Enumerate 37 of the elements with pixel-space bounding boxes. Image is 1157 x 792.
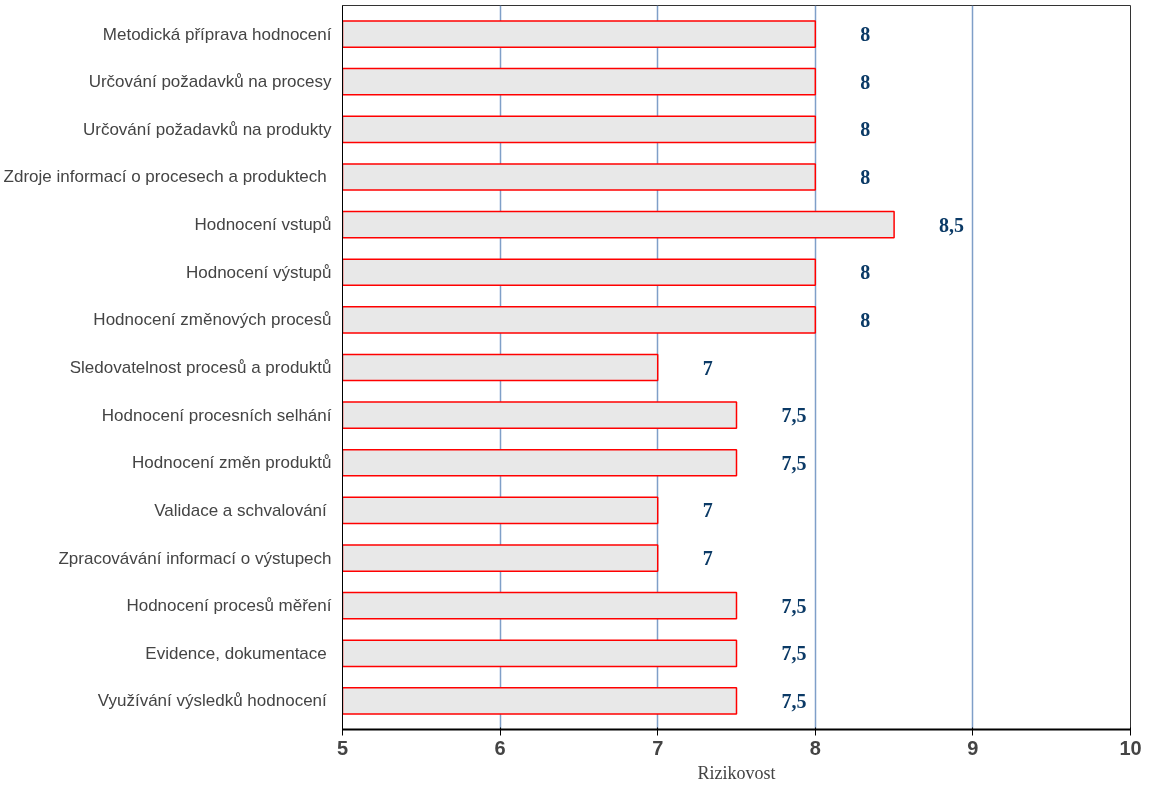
data-label: 7 xyxy=(702,356,713,379)
data-label: 7,5 xyxy=(781,594,807,617)
data-label: 8 xyxy=(860,23,871,46)
data-label: 7,5 xyxy=(781,451,807,474)
y-tick-label: Evidence, dokumentace xyxy=(145,643,327,663)
y-tick-label: Hodnocení vstupů xyxy=(194,215,332,235)
data-label: 7,5 xyxy=(781,404,807,427)
data-label: 7,5 xyxy=(781,642,807,665)
x-axis-title: Rizikovost xyxy=(697,762,776,783)
y-tick-label: Sledovatelnost procesů a produktů xyxy=(69,358,332,377)
data-label: 8 xyxy=(860,165,871,188)
y-tick-label: Validace a schvalování xyxy=(154,500,328,520)
data-label: 8 xyxy=(860,70,871,93)
data-label: 8,5 xyxy=(939,213,965,236)
y-tick-label: Zpracovávání informací o výstupech xyxy=(58,548,332,568)
y-tick-label: Hodnocení změn produktů xyxy=(132,453,332,473)
data-label: 8 xyxy=(860,118,871,141)
data-label: 7,5 xyxy=(781,689,807,712)
x-tick-label: 6 xyxy=(494,736,506,759)
x-tick-label: 7 xyxy=(652,736,664,759)
y-tick-label: Hodnocení výstupů xyxy=(185,262,332,282)
y-tick-label: Využívání výsledků hodnocení xyxy=(97,691,328,711)
data-label: 7 xyxy=(702,547,713,570)
x-tick-label: 10 xyxy=(1119,736,1142,759)
y-tick-label: Zdroje informací o procesech a produktech xyxy=(3,167,327,187)
y-tick-label: Určování požadavků na produkty xyxy=(82,119,332,139)
data-label: 7 xyxy=(702,499,713,522)
x-tick-label: 5 xyxy=(336,736,349,759)
y-tick-label: Hodnocení procesů měření xyxy=(126,596,332,616)
x-tick-label: 9 xyxy=(967,736,979,759)
y-tick-label: Hodnocení změnových procesů xyxy=(93,310,332,330)
y-tick-label: Určování požadavků na procesy xyxy=(88,72,332,92)
y-tick-label: Metodická příprava hodnocení xyxy=(102,24,332,44)
x-tick-label: 8 xyxy=(809,736,821,759)
data-label: 8 xyxy=(860,261,871,284)
y-tick-label: Hodnocení procesních selhání xyxy=(101,405,332,425)
data-label: 8 xyxy=(860,308,871,331)
